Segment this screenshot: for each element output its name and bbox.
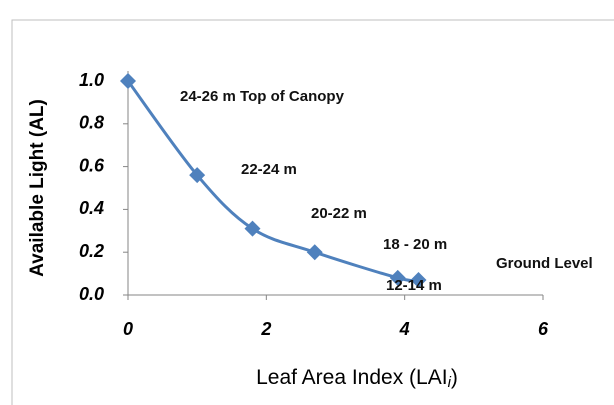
point [189,167,206,184]
point [389,269,406,286]
x-tick-label: 4 [399,319,410,339]
x-tick-label: 0 [123,319,133,339]
annotation: 24-26 m Top of Canopy [180,88,345,105]
x-tick-label: 6 [538,319,549,339]
y-tick-label: 1.0 [79,70,104,90]
point [410,272,427,289]
point [244,220,261,237]
chart-frame [11,19,614,405]
x-axis-title-subscript: i [448,374,452,391]
point [120,73,136,89]
y-tick-label: 0.4 [79,198,104,218]
x-axis-title-text: Leaf Area Index (LAI [256,366,447,389]
y-axis-title: Available Light (AL) [27,99,48,277]
x-axis-title: Leaf Area Index (LAIi) [256,366,458,391]
series-line [126,80,419,283]
annotation: 22-24 m [241,161,297,178]
annotation: 20-22 m [311,205,367,222]
annotation: 18 - 20 m [383,236,447,253]
y-tick-label: 0.8 [79,113,104,133]
y-tick-label: 0.0 [79,284,104,304]
x-tick-label: 2 [260,319,271,339]
annotation: Ground Level [496,255,593,272]
y-tick-label: 0.2 [79,241,104,261]
point [306,244,323,261]
annotation: 12-14 m [386,277,442,294]
x-axis-title-suffix: ) [451,366,458,389]
y-tick-label: 0.6 [79,155,105,175]
